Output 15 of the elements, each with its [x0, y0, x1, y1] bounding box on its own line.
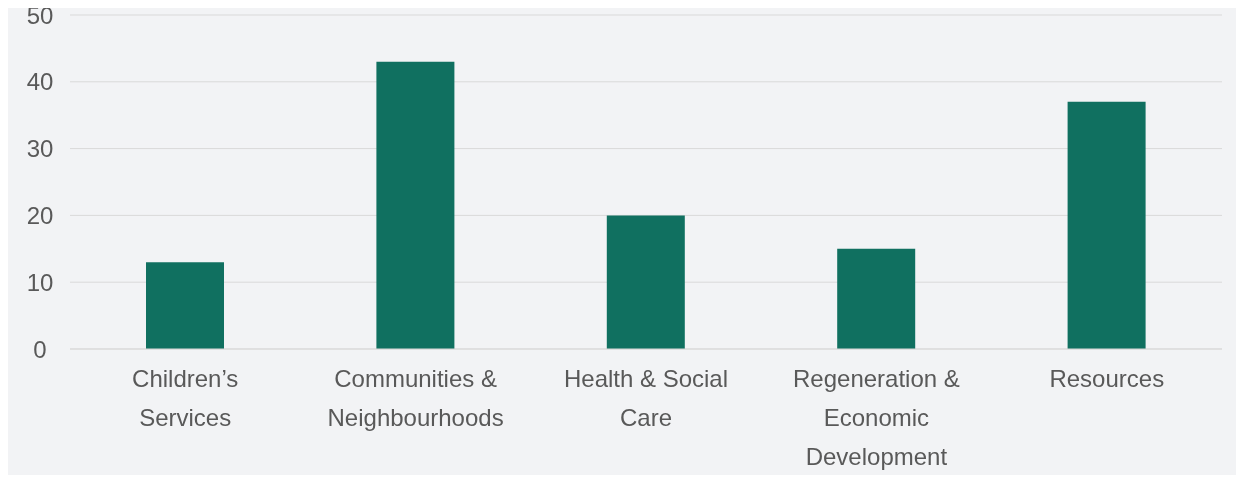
x-tick-label: Regeneration & Economic Development — [793, 365, 960, 470]
bar — [376, 61, 455, 349]
y-tick-label: 30 — [26, 135, 54, 163]
bar — [606, 215, 685, 349]
bar — [837, 248, 916, 349]
bar — [1067, 101, 1146, 349]
bar — [146, 262, 224, 349]
y-tick-label: 0 — [33, 335, 47, 363]
x-tick-label: Resources — [1049, 365, 1165, 392]
x-tick-label: Children’s Services — [132, 365, 239, 431]
x-tick-label: Communities & Neighbourhoods — [327, 365, 504, 431]
y-tick-label: 40 — [26, 68, 54, 96]
y-tick-label: 20 — [26, 201, 54, 229]
x-tick-label: Health & Social Care — [563, 365, 729, 431]
y-tick-label: 10 — [26, 268, 54, 296]
